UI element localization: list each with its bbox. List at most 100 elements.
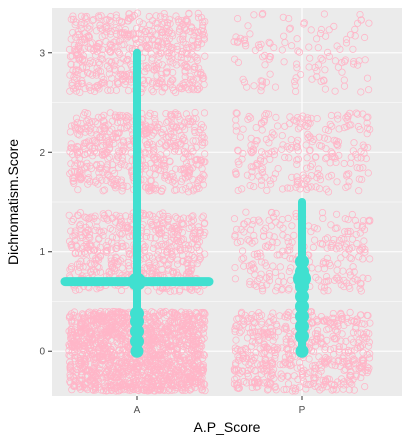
jitter-point [149, 185, 157, 193]
jitter-point [281, 358, 289, 366]
jitter-point [294, 147, 302, 155]
jitter-point [244, 314, 253, 322]
summary-point-A [130, 306, 144, 321]
summary-layer [60, 48, 311, 358]
jitter-point [160, 386, 168, 395]
jitter-point [293, 156, 301, 164]
jitter-point [258, 81, 266, 89]
jitter-point [348, 380, 356, 388]
jitter-point [161, 83, 169, 91]
jitter-point [114, 80, 122, 88]
jitter-point [351, 32, 359, 40]
jitter-point [274, 328, 282, 336]
jitter-point [99, 187, 107, 195]
jitter-point [268, 238, 277, 246]
jitter-point [105, 377, 113, 385]
jitter-point [348, 235, 357, 243]
jitter-point [73, 242, 81, 251]
jitter-point [110, 373, 118, 381]
jitter-point [365, 329, 373, 338]
jitter-point [356, 363, 364, 371]
jitter-point [96, 243, 105, 251]
jitter-point [347, 317, 355, 325]
jitter-point [335, 236, 343, 245]
jitter-point [284, 372, 292, 380]
jitter-point [150, 264, 158, 272]
jitter-point [168, 225, 176, 233]
jitter-point [276, 360, 284, 369]
jitter-point [364, 113, 372, 121]
jitter-point [125, 262, 133, 270]
jitter-point [124, 342, 133, 351]
jitter-point [248, 342, 256, 350]
jitter-point [69, 85, 78, 93]
jitter-point [278, 185, 287, 193]
jitter-point [145, 337, 153, 345]
jitter-point [293, 173, 301, 181]
jitter-point [255, 216, 263, 224]
jitter-point [298, 367, 306, 376]
jitter-point [118, 325, 126, 334]
jitter-point [145, 112, 153, 120]
jitter-point [145, 150, 153, 158]
jitter-point [283, 233, 291, 242]
jitter-point [258, 11, 266, 19]
jitter-point [251, 141, 259, 149]
jitter-point [179, 35, 187, 43]
jitter-point [285, 154, 293, 162]
jitter-point [166, 139, 174, 147]
jitter-point [272, 386, 280, 394]
jitter-point [346, 271, 355, 279]
jitter-point [239, 75, 247, 83]
jitter-point [365, 19, 373, 27]
y-tick-label: 2 [39, 148, 45, 159]
jitter-point [103, 327, 111, 335]
jitter-point [200, 109, 209, 117]
jitter-point [71, 162, 79, 170]
jitter-point [164, 215, 172, 223]
jitter-point [117, 160, 125, 168]
jitter-point [265, 139, 273, 147]
jitter-point [178, 175, 186, 183]
jitter-point [313, 326, 322, 334]
jitter-point [86, 246, 94, 254]
jitter-point [245, 237, 254, 245]
jitter-point [85, 328, 93, 336]
jitter-point [258, 287, 267, 295]
jitter-point [93, 64, 101, 72]
jitter-point [279, 231, 287, 239]
jitter-point [76, 169, 84, 177]
jitter-point [90, 376, 98, 384]
jitter-point [358, 223, 366, 231]
jitter-point [186, 166, 194, 174]
jitter-point [159, 209, 167, 217]
jitter-point [166, 318, 174, 326]
jitter-point [357, 88, 365, 96]
jitter-point [276, 312, 284, 320]
jitter-point [68, 319, 76, 327]
jitter-point [281, 359, 289, 367]
jitter-point [129, 31, 137, 39]
jitter-point [170, 318, 178, 326]
jitter-point [328, 240, 336, 248]
jitter-point [87, 164, 96, 172]
jitter-point [363, 119, 371, 127]
jitter-point [125, 249, 133, 258]
jitter-point [292, 385, 300, 393]
jitter-point [323, 326, 331, 334]
jitter-point [116, 212, 124, 220]
jitter-point [351, 360, 360, 368]
jitter-point [106, 173, 114, 181]
jitter-point [159, 255, 167, 264]
jitter-point [147, 382, 155, 391]
jitter-point [344, 112, 352, 120]
jitter-point [92, 71, 101, 79]
jitter-point [333, 140, 341, 148]
jitter-point [93, 83, 102, 92]
jitter-point [145, 26, 153, 35]
jitter-point [232, 381, 240, 389]
jitter-point [263, 281, 271, 289]
jitter-point [112, 322, 120, 331]
jitter-point [314, 169, 322, 178]
